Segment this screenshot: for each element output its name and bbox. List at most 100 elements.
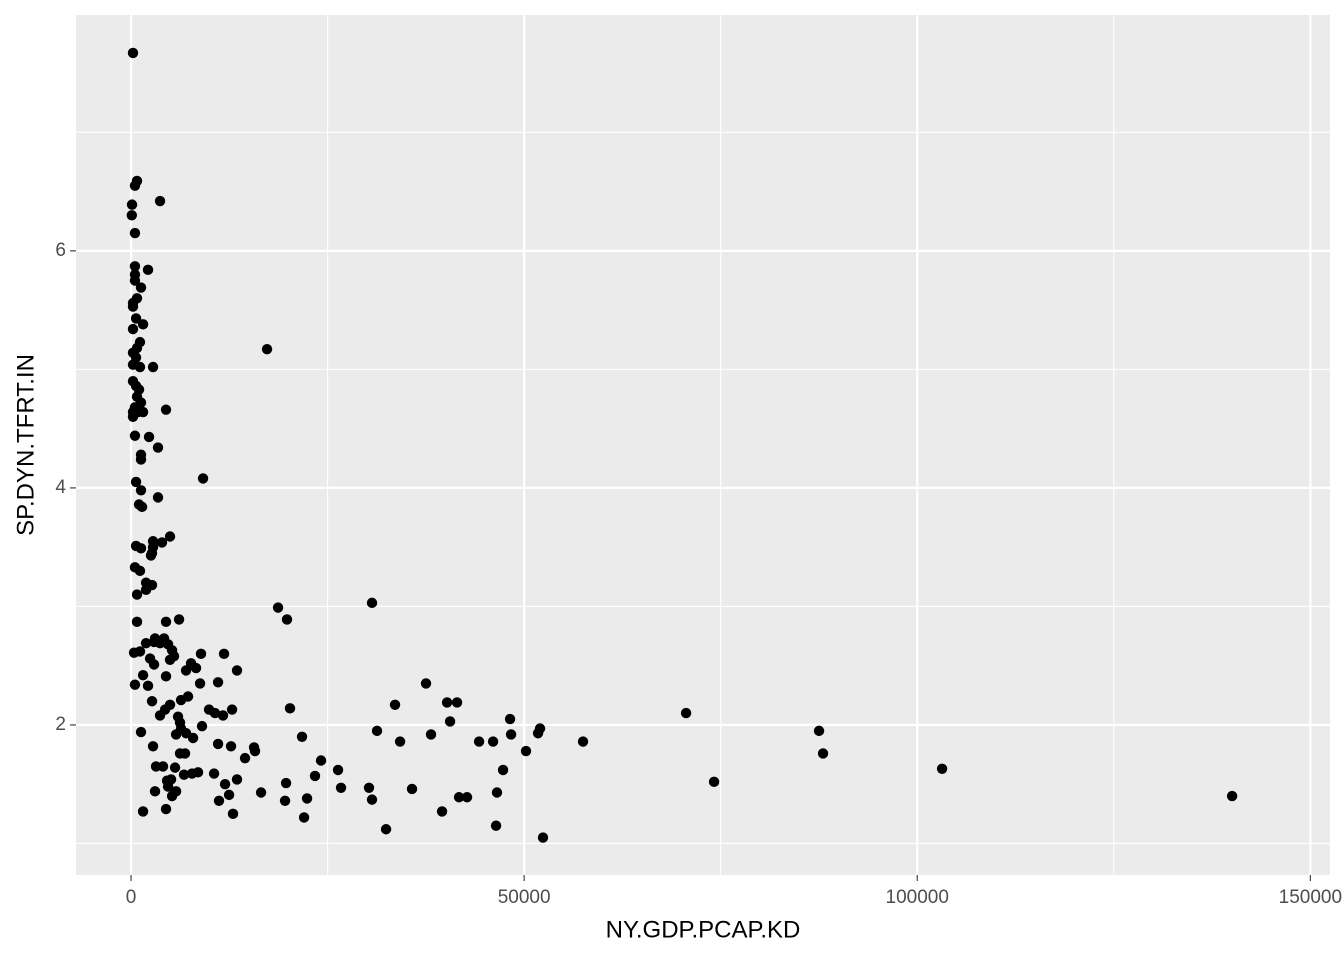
point [129,261,141,272]
point [164,654,176,665]
point [497,764,509,776]
point [152,442,164,453]
point [156,537,168,548]
point [239,752,251,764]
point [708,776,720,788]
x-tick-label: 100000 [886,887,949,908]
point [126,210,138,221]
point [178,769,190,780]
point [127,301,139,312]
point [180,665,192,676]
point [209,707,221,719]
point [137,669,149,681]
point [134,361,146,373]
point [160,803,172,815]
point [129,430,141,441]
panel [76,15,1330,875]
point [196,720,208,732]
point [420,678,432,689]
point [425,729,437,740]
point [255,787,267,798]
y-axis-title: SP.DYN.TFRT.IN [12,354,39,536]
point [126,199,138,210]
point [173,614,185,625]
point [127,411,139,422]
point [137,319,149,330]
point [212,738,224,750]
point [315,755,327,766]
point [406,783,418,795]
point [179,748,191,759]
point [366,597,378,609]
point [577,736,589,747]
point [152,492,164,503]
point [537,832,549,843]
point [389,699,401,711]
point [296,731,308,743]
y-tick-label: 4 [55,477,66,498]
point [197,473,209,484]
point [487,736,499,747]
point [473,736,485,747]
point [332,764,344,776]
point [149,786,161,797]
point [261,344,273,355]
point [366,794,378,805]
point [436,806,448,817]
point [129,275,141,286]
point [137,806,149,817]
point [135,543,147,554]
point [130,476,142,488]
point [142,264,154,276]
point [147,741,159,752]
y-tick-label: 2 [55,714,66,735]
point [505,729,517,740]
point [160,616,172,628]
point [380,824,392,835]
point [218,648,230,660]
point [175,694,187,706]
point [231,665,243,676]
point [164,531,176,542]
x-tick-label: 50000 [498,887,551,908]
point [813,725,825,737]
point [143,431,155,443]
point [142,680,154,692]
point [162,781,174,792]
point [680,707,692,719]
point [504,713,516,725]
point [371,725,383,737]
point [301,793,313,804]
y-tick-label: 6 [55,240,66,261]
point [129,180,141,191]
point [187,732,199,744]
point [335,782,347,793]
point [272,602,284,613]
point [1226,790,1238,802]
point [154,637,166,649]
point [140,584,152,596]
point [394,736,406,747]
point [134,565,146,577]
point [223,789,235,801]
point [148,659,160,670]
point [129,679,141,690]
point [284,703,296,714]
x-axis-title: NY.GDP.PCAP.KD [606,916,801,943]
point [160,404,172,415]
point [147,361,159,373]
point [444,716,456,727]
point [298,812,310,823]
point [208,768,220,779]
point [219,779,231,790]
point [146,696,158,707]
point [227,808,239,820]
point [160,671,172,682]
point [166,790,178,802]
point [817,748,829,759]
point [131,589,143,600]
point [190,662,202,674]
point [140,637,152,649]
point [186,768,198,779]
